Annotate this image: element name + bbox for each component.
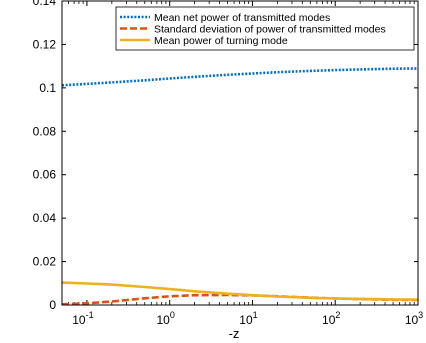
y-tick-label: 0 (49, 298, 56, 312)
series-line (62, 67, 418, 87)
x-tick-label: 10-1 (72, 310, 93, 327)
y-tick-label: 0.14 (33, 0, 57, 8)
x-tick-label: 102 (322, 310, 340, 327)
legend-label: Standard deviation of power of transmitt… (154, 24, 386, 36)
y-tick-label: 0.12 (33, 37, 57, 51)
labels-layer: 0 0.02 0.04 0.06 0.08 0.1 0.12 0.14 10-1 100 101 10… (33, 0, 424, 327)
legend-label: Mean power of turning mode (154, 35, 288, 47)
y-tick-label: 0.02 (33, 255, 57, 269)
y-tick-label: 0.04 (33, 211, 57, 225)
x-axis-label: -z (229, 326, 240, 341)
plot-frame (61, 0, 419, 306)
x-tick-label: 101 (239, 310, 257, 327)
series-layer (62, 67, 418, 305)
y-tick-label: 0.06 (33, 168, 57, 182)
legend: Mean net power of transmitted modesStand… (115, 6, 415, 51)
y-tick-label: 0.1 (39, 81, 56, 95)
legend-label: Mean net power of transmitted modes (154, 12, 330, 24)
legend-box (115, 6, 415, 51)
y-tick-label: 0.08 (33, 124, 57, 138)
x-tick-label: 103 (405, 310, 423, 327)
x-tick-label: 100 (156, 310, 174, 327)
series-line (62, 281, 418, 301)
